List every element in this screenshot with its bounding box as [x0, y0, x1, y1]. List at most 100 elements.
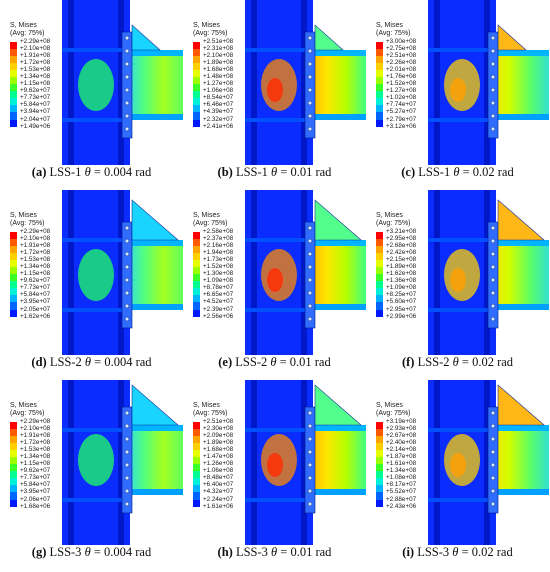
- bolt: [124, 126, 130, 132]
- legend-swatch: [193, 457, 200, 465]
- legend-title: S, Mises: [10, 22, 37, 29]
- legend-swatch: [376, 232, 383, 240]
- legend-swatch: [10, 471, 17, 479]
- legend-swatch: [10, 499, 17, 507]
- end-plate: [121, 406, 133, 514]
- legend-value: +5.60e+07: [386, 298, 417, 306]
- legend-swatch: [10, 436, 17, 444]
- panel-letter: (d): [31, 355, 47, 369]
- legend-swatch: [10, 49, 17, 57]
- legend-subtitle: (Avg: 75%): [376, 220, 411, 227]
- legend-value: +4.39e+07: [203, 108, 234, 116]
- bolt: [124, 87, 130, 93]
- legend-swatch: [376, 485, 383, 493]
- gusset: [131, 24, 161, 51]
- legend-swatch: [193, 63, 200, 71]
- legend-value: +2.31e+08: [203, 45, 234, 53]
- legend-swatch: [193, 450, 200, 458]
- legend-value: +1.72e+08: [20, 249, 51, 257]
- legend-value: +7.73e+07: [20, 284, 51, 292]
- bolt: [490, 61, 496, 67]
- legend-value: +1.09e+08: [386, 284, 417, 292]
- bolt: [490, 74, 496, 80]
- legend-value: +5.84e+07: [20, 481, 51, 489]
- gusset: [314, 24, 344, 51]
- stress-legend: S, Mises (Avg: 75%) +2.29e+08 +2.10e+08 +1.9…: [6, 402, 86, 567]
- beam-web: [490, 50, 549, 120]
- beam-web: [490, 425, 549, 495]
- bolt: [307, 61, 313, 67]
- panel-i: S, Mises (Avg: 75%) +3.19e+08 +2.93e+08 +2.6…: [366, 380, 549, 570]
- beam-web: [124, 240, 183, 310]
- stress-legend: S, Mises (Avg: 75%) +3.00e+08 +2.75e+08 +2.5…: [372, 22, 452, 187]
- legend-values: +2.29e+08 +2.10e+08 +1.91e+08 +1.72e+08 +1.5…: [20, 418, 50, 510]
- bolt: [307, 238, 313, 244]
- bolt: [490, 35, 496, 41]
- panel-letter: (i): [402, 545, 415, 559]
- legend-subtitle: (Avg: 75%): [10, 410, 45, 417]
- legend-swatch: [193, 471, 200, 479]
- legend-swatch: [10, 112, 17, 120]
- column-flange: [118, 190, 124, 355]
- stress-legend: S, Mises (Avg: 75%) +2.51e+08 +2.30e+08 +2.0…: [189, 402, 269, 567]
- legend-value: +2.32e+07: [203, 115, 234, 123]
- beam-top-flange: [124, 240, 183, 246]
- theta-symbol: θ: [271, 545, 278, 559]
- bolt: [490, 316, 496, 322]
- legend-swatch: [193, 464, 200, 472]
- legend-value: +8.25e+07: [386, 291, 417, 299]
- fe-model-svg: [428, 380, 549, 545]
- beam-top-flange: [124, 425, 183, 431]
- stiffener: [245, 238, 313, 242]
- beam-bottom-flange: [124, 114, 183, 120]
- legend-swatch: [10, 77, 17, 85]
- legend-swatch: [376, 70, 383, 78]
- legend-swatch: [10, 84, 17, 92]
- stiffener: [62, 48, 130, 52]
- legend-value: +2.93e+08: [386, 425, 417, 433]
- legend-subtitle: (Avg: 75%): [376, 30, 411, 37]
- legend-values: +2.29e+08 +2.10e+08 +1.91e+08 +1.72e+08 +1.5…: [20, 228, 50, 320]
- legend-value: +2.51e+08: [386, 52, 417, 60]
- beam-web: [307, 425, 366, 495]
- legend-swatch: [193, 274, 200, 282]
- legend-value: +1.89e+08: [203, 59, 234, 67]
- legend-swatch: [193, 281, 200, 289]
- end-plate: [487, 31, 499, 139]
- legend-swatch: [376, 281, 383, 289]
- panel-zone-stress: [78, 249, 114, 301]
- bolt: [124, 316, 130, 322]
- theta-symbol: θ: [270, 355, 277, 369]
- legend-value: +2.67e+08: [386, 432, 417, 440]
- panel-caption: (a) LSS-1 θ = 0.004 rad: [31, 165, 152, 179]
- legend-swatch: [10, 253, 17, 261]
- legend-value: +2.24e+07: [203, 495, 234, 503]
- legend-value: +1.27e+08: [386, 87, 417, 95]
- gusset: [497, 199, 545, 241]
- bolt: [124, 251, 130, 257]
- legend-swatch: [10, 464, 17, 472]
- panel-letter: (c): [401, 165, 416, 179]
- legend-swatch: [10, 239, 17, 247]
- legend-colorbar: [193, 422, 200, 507]
- legend-value: +2.95e+07: [386, 305, 417, 313]
- theta-symbol: θ: [452, 355, 459, 369]
- legend-value: +1.91e+08: [20, 52, 51, 60]
- fe-contour-plot: [0, 0, 183, 165]
- legend-title: S, Mises: [376, 402, 403, 409]
- legend-swatch: [376, 422, 383, 430]
- legend-swatch: [376, 84, 383, 92]
- beam-web: [124, 425, 183, 495]
- bolt: [124, 462, 130, 468]
- beam-top-flange: [490, 50, 549, 56]
- beam-top-flange: [307, 240, 366, 246]
- gusset: [314, 384, 362, 426]
- legend-swatch: [10, 63, 17, 71]
- legend-swatch: [10, 443, 17, 451]
- bolt: [307, 113, 313, 119]
- stress-legend: S, Mises (Avg: 75%) +3.21e+08 +2.95e+08 +2.6…: [372, 212, 452, 377]
- legend-value: +2.56e+06: [203, 312, 234, 320]
- column-flange: [484, 190, 490, 355]
- legend-swatch: [10, 105, 17, 113]
- bolt: [307, 423, 313, 429]
